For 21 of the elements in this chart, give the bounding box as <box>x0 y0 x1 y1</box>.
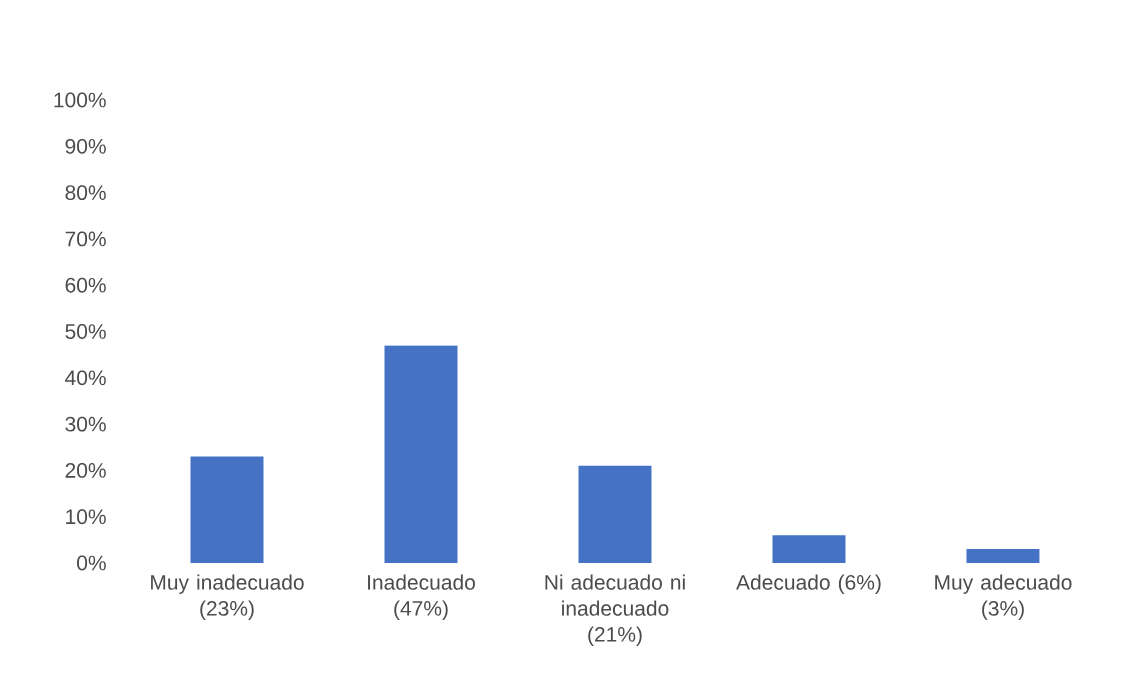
y-tick-label: 60% <box>65 277 106 293</box>
y-tick-label: 70% <box>65 231 106 247</box>
y-tick-label: 30% <box>65 416 106 432</box>
y-tick-label: 10% <box>66 509 106 525</box>
y-tick-label: 90% <box>65 138 106 154</box>
x-tick-label: Adecuado (6%) <box>736 574 881 594</box>
y-tick-label: 0% <box>77 555 106 571</box>
bar <box>190 456 264 563</box>
y-tick-label: 40% <box>65 370 106 386</box>
y-tick-label: 80% <box>65 185 106 201</box>
bar <box>578 465 652 563</box>
y-tick-label: 50% <box>65 324 106 339</box>
bar <box>966 549 1040 563</box>
y-tick-label: 100% <box>54 92 106 108</box>
y-tick-label: 20% <box>65 462 106 478</box>
x-tick-label: Ni adecuado ni inadecuado (21%) <box>545 574 685 646</box>
x-tick-label: Muy adecuado (3%) <box>935 574 1072 620</box>
x-tick-label: Inadecuado (47%) <box>368 574 475 620</box>
bar <box>772 535 846 563</box>
bar <box>384 345 458 563</box>
x-tick-label: Muy inadecuado (23%) <box>151 574 304 620</box>
